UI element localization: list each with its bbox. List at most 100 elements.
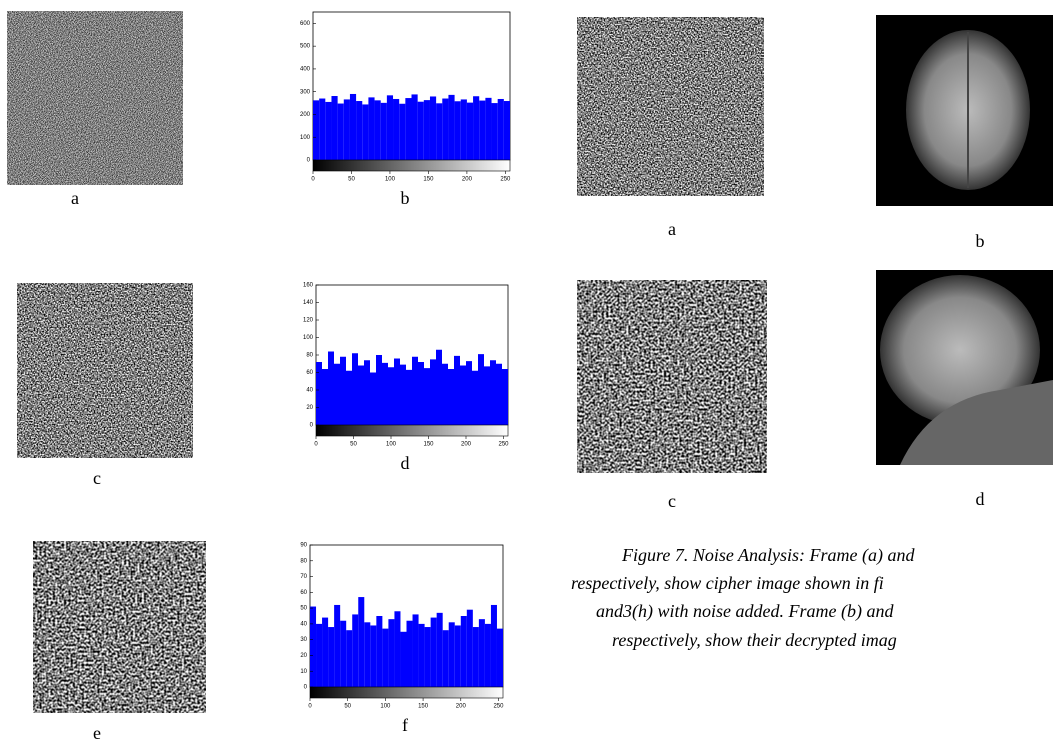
y-tick-label: 0 — [310, 423, 314, 429]
y-tick-label: 20 — [306, 405, 313, 411]
bar — [380, 102, 387, 160]
x-tick-label: 200 — [462, 177, 473, 183]
y-tick-label: 100 — [303, 335, 314, 341]
bar — [490, 360, 496, 425]
bar — [496, 363, 502, 425]
bar — [430, 617, 437, 687]
bar — [472, 627, 479, 687]
bar — [473, 96, 480, 160]
x-tick-label: 250 — [498, 442, 509, 448]
x-tick-label: 200 — [456, 704, 467, 710]
y-tick-label: 100 — [300, 135, 311, 141]
bar — [334, 363, 340, 425]
bar — [400, 364, 406, 425]
bar — [370, 625, 377, 687]
bar — [448, 622, 455, 687]
bar — [460, 99, 467, 160]
bar — [466, 102, 474, 160]
bar — [454, 355, 460, 425]
y-tick-label: 10 — [300, 669, 307, 675]
x-tick-label: 50 — [344, 704, 351, 710]
bar — [352, 353, 358, 425]
bar — [386, 95, 394, 160]
bar — [478, 619, 485, 687]
bar — [418, 362, 424, 425]
bar — [460, 616, 467, 687]
bar — [411, 94, 418, 160]
bar — [356, 101, 363, 160]
bar — [368, 97, 375, 160]
y-tick-label: 90 — [300, 543, 307, 549]
bar — [406, 369, 412, 425]
bar — [442, 630, 449, 687]
bar — [503, 101, 510, 160]
bar — [334, 604, 341, 687]
bar — [394, 611, 401, 687]
bar — [394, 358, 400, 425]
y-tick-label: 200 — [300, 112, 311, 118]
y-tick-label: 60 — [300, 590, 307, 596]
y-tick-label: 50 — [300, 606, 307, 612]
bar — [424, 368, 430, 425]
y-tick-label: 0 — [307, 158, 311, 164]
bar — [497, 98, 504, 160]
bar — [460, 365, 466, 425]
x-tick-label: 50 — [350, 442, 357, 448]
panel-label: f — [402, 715, 408, 735]
x-tick-label: 250 — [493, 704, 504, 710]
bar — [430, 359, 436, 425]
bar — [436, 103, 443, 160]
bar — [424, 627, 431, 687]
bar — [328, 627, 335, 687]
x-tick-label: 0 — [308, 704, 312, 710]
bar — [484, 623, 491, 687]
bar — [400, 631, 407, 687]
bar — [442, 363, 448, 425]
bar — [406, 620, 413, 687]
bar — [331, 96, 338, 160]
bar — [405, 98, 412, 160]
bar — [478, 354, 484, 425]
bar — [376, 616, 383, 687]
y-tick-label: 400 — [300, 67, 311, 73]
bar — [376, 355, 382, 425]
panel-label: c — [668, 491, 676, 511]
bar — [370, 372, 376, 425]
bar — [322, 369, 328, 425]
panel-label: d — [401, 453, 410, 473]
bar — [316, 623, 323, 687]
bar — [346, 370, 352, 425]
bar — [340, 356, 346, 425]
bar — [346, 630, 353, 687]
panel-label: a — [71, 188, 79, 208]
panel-label: e — [93, 723, 101, 743]
panel-label: a — [668, 219, 676, 239]
bar — [310, 606, 317, 687]
y-tick-label: 600 — [300, 21, 311, 27]
bar — [442, 98, 449, 160]
bar — [382, 362, 388, 425]
bar — [448, 94, 455, 160]
panel-label: d — [976, 489, 985, 509]
y-tick-label: 300 — [300, 89, 311, 95]
bar — [393, 98, 400, 160]
bar — [502, 369, 508, 425]
colorbar — [312, 159, 511, 172]
bar — [436, 349, 442, 425]
y-tick-label: 70 — [300, 574, 307, 580]
bar — [412, 356, 418, 425]
bar — [349, 93, 357, 160]
bar — [388, 367, 394, 425]
x-tick-label: 150 — [418, 704, 429, 710]
bar — [340, 620, 347, 687]
bar — [364, 360, 370, 425]
bar — [429, 96, 437, 160]
brain-image — [876, 15, 1053, 465]
x-tick-label: 0 — [311, 177, 315, 183]
caption-line: respectively, show their decrypted imag — [612, 630, 897, 650]
bar — [418, 623, 425, 687]
bar — [454, 101, 461, 160]
colorbar — [309, 686, 504, 699]
x-tick-label: 150 — [423, 442, 434, 448]
